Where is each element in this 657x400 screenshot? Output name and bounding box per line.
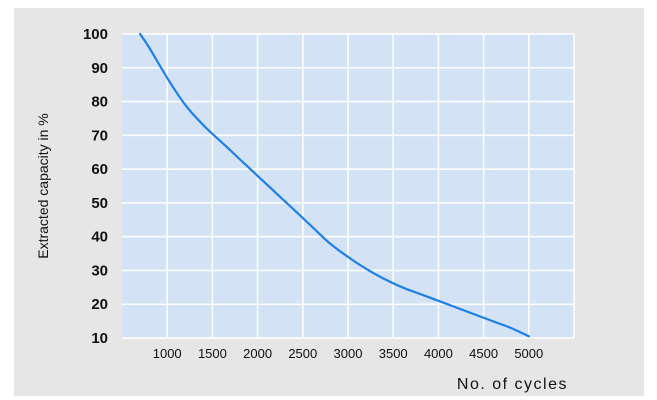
- y-tick-label: 20: [91, 296, 108, 313]
- y-tick-label: 40: [91, 229, 108, 246]
- x-tick-label: 3000: [334, 346, 363, 361]
- grid-lines: [122, 33, 575, 339]
- x-tick-label: 4500: [469, 346, 498, 361]
- y-tick-label: 60: [91, 161, 108, 178]
- y-tick-label: 100: [83, 26, 108, 43]
- y-axis-ticks: 10 20 30 40 50 60 70 80 90 100: [83, 26, 108, 347]
- x-tick-label: 2000: [243, 346, 272, 361]
- x-tick-label: 5000: [514, 346, 543, 361]
- x-tick-label: 1500: [198, 346, 227, 361]
- y-tick-label: 10: [91, 330, 108, 347]
- y-tick-label: 90: [91, 60, 108, 77]
- x-tick-label: 1000: [153, 346, 182, 361]
- x-tick-label: 2500: [288, 346, 317, 361]
- y-tick-label: 50: [91, 195, 108, 212]
- x-axis-ticks: 1000 1500 2000 2500 3000 3500 4000 4500 5000: [153, 346, 544, 361]
- y-tick-label: 30: [91, 262, 108, 279]
- series-line: [139, 32, 530, 338]
- y-tick-label: 80: [91, 94, 108, 111]
- x-axis-label: No. of cycles: [457, 376, 568, 393]
- y-axis-label: Extracted capacity in %: [35, 113, 51, 259]
- x-tick-label: 3500: [379, 346, 408, 361]
- x-tick-label: 4000: [424, 346, 453, 361]
- y-tick-label: 70: [91, 127, 108, 144]
